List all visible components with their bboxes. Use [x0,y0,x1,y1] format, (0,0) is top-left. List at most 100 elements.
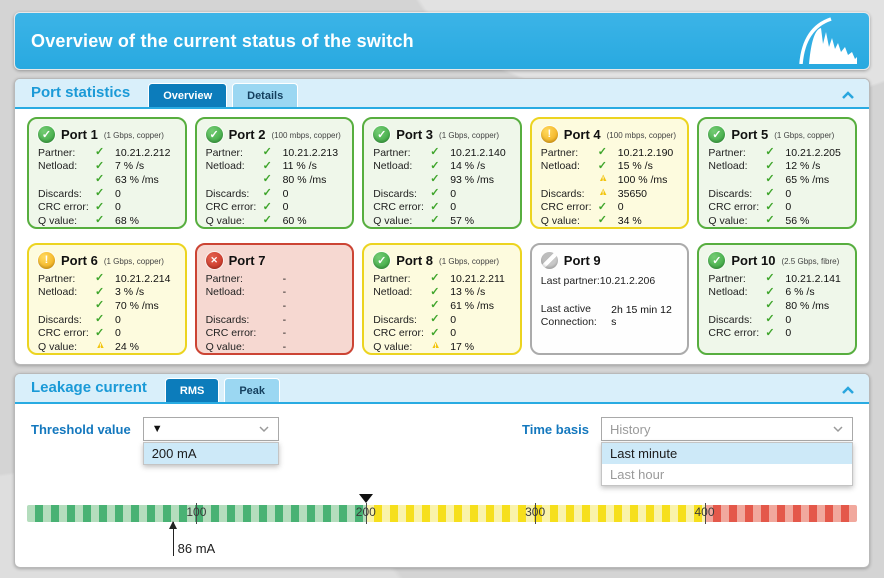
port-card-3[interactable]: Port 3 (1 Gbps, copper) Partner: 10.21.2.… [362,117,522,229]
port-row-label: CRC error: [373,201,424,214]
port-row-value: 12 % /s [785,160,821,173]
port-row-label: Partner: [708,146,746,159]
port-row-value: 0 [617,201,624,214]
threshold-select[interactable]: ▼ [142,417,279,441]
threshold-options-list: 200 mA [142,442,279,465]
port-card-10[interactable]: Port 10 (2.5 Gbps, fibre) Partner: 10.21.… [697,243,857,355]
port-card-8[interactable]: Port 8 (1 Gbps, copper) Partner: 10.21.2.… [362,243,522,355]
check-icon [765,326,779,340]
port-row: Netload: 14 % /s [373,159,511,174]
check-icon [765,172,779,186]
port-row-value: 10.21.2.211 [450,272,505,285]
port-row-label: Discards: [540,187,585,200]
warning-icon [430,339,444,353]
waveform-logo-icon [797,14,859,69]
check-icon [263,159,277,173]
check-icon [430,326,444,340]
port-card-7[interactable]: Port 7 Partner:- Netload:- - Discards:- … [194,243,355,355]
port-card-6[interactable]: Port 6 (1 Gbps, copper) Partner: 10.21.2.… [27,243,187,355]
port-row: Netload: 15 % /s [541,159,679,174]
last-partner-value: 10.21.2.206 [599,275,656,287]
port-row-value: 0 [115,201,121,214]
check-icon [430,271,444,285]
port-row: 61 % /ms [373,298,511,313]
tab-details[interactable]: Details [232,83,299,107]
check-icon [430,213,444,227]
tab-overview[interactable]: Overview [148,83,228,107]
chevron-up-icon[interactable] [841,382,855,400]
port-row: 80 % /ms [708,298,846,313]
port-statistics-panel: Port statistics Overview Details Port 1 … [14,78,870,365]
port-row-value: 100 % /ms [617,173,668,186]
port-row-value: 10.21.2.140 [450,146,506,159]
check-icon [430,285,444,299]
port-card-5[interactable]: Port 5 (1 Gbps, copper) Partner: 10.21.2.… [697,117,857,229]
tab-rms[interactable]: RMS [164,378,220,402]
port-row: Q value: 24 % [38,339,176,353]
chevron-up-icon[interactable] [841,87,855,105]
port-row: Partner: 10.21.2.190 [541,145,679,160]
leakage-current-panel: Leakage current RMS Peak Threshold value… [14,373,870,568]
port-row-label: Q value: [38,340,78,353]
gauge-bar [27,505,857,522]
port-row-value: - [282,313,287,326]
gauge-tick: 300 [525,503,545,524]
port-row-label: Discards: [708,187,753,200]
port-row-value: 93 % /ms [450,173,494,186]
port-row: Q value: 17 % [373,339,511,353]
port-row: Netload: 12 % /s [708,159,846,174]
time-basis-option[interactable]: Last minute [602,443,852,464]
port-row: Discards: 0 [373,186,511,201]
check-icon [430,172,444,186]
time-basis-options-list: Last minute Last hour [601,442,853,486]
port-row-value: 57 % [450,214,475,227]
check-icon [95,271,109,285]
port-row-value: - [282,340,287,353]
last-partner-label: Last partner: [540,275,600,287]
port-card-2[interactable]: Port 2 (100 mbps, copper) Partner: 10.21.… [194,117,355,229]
check-icon [263,200,277,214]
port-row-value: 15 % /s [617,160,653,173]
port-row-label: Q value: [205,214,245,227]
port-row-value: - [282,286,287,299]
last-active-row: Last active Connection: 2h 15 min 12 s [541,303,679,329]
tab-peak[interactable]: Peak [224,378,281,402]
threshold-option[interactable]: 200 mA [143,443,278,464]
port-row: CRC error: 0 [708,200,846,214]
port-card-1[interactable]: Port 1 (1 Gbps, copper) Partner: 10.21.2.… [27,117,187,229]
port-row-value: 24 % [115,340,139,353]
tab-overview-label: Overview [163,89,213,102]
port-row-label: Discards: [373,187,417,200]
port-row: CRC error: 0 [38,200,176,214]
port-name: Port 6 [61,252,98,268]
port-row-label: Partner: [373,272,411,285]
check-icon [765,200,779,214]
gauge-tick-label: 200 [355,505,376,519]
port-row: Discards: 0 [708,312,846,327]
port-row: Discards: 0 [38,186,176,201]
check-icon [95,186,109,200]
time-basis-select[interactable]: History [601,417,853,441]
check-icon [430,145,444,159]
threshold-value-label: Threshold value [31,422,131,437]
time-basis-option[interactable]: Last hour [610,467,665,482]
port-speed: (100 mbps, copper) [606,130,677,140]
check-icon [598,159,612,173]
port-name: Port 7 [228,252,266,268]
port-row-value: 3 % /s [115,286,145,299]
check-icon [95,326,109,340]
port-row-label: Netload: [38,286,78,299]
port-name: Port 4 [563,126,601,142]
port-row: Discards: 0 [708,186,846,201]
port-card-9[interactable]: Port 9 Last partner:10.21.2.206 Last act… [529,243,690,355]
check-icon [765,285,779,299]
port-card-4[interactable]: Port 4 (100 mbps, copper) Partner: 10.21.… [529,117,690,229]
port-row-value: 80 % /ms [785,299,830,312]
port-row-value: 0 [115,313,121,326]
port-row: Q value: 60 % [205,213,344,227]
port-disconnected-icon [540,251,558,269]
leakage-current-gauge: 100 200 300 400 86 mA [27,494,857,556]
port-row: Discards: 0 [38,312,176,327]
port-row: Netload: 7 % /s [38,159,176,174]
port-card-grid: Port 1 (1 Gbps, copper) Partner: 10.21.2.… [15,109,869,367]
